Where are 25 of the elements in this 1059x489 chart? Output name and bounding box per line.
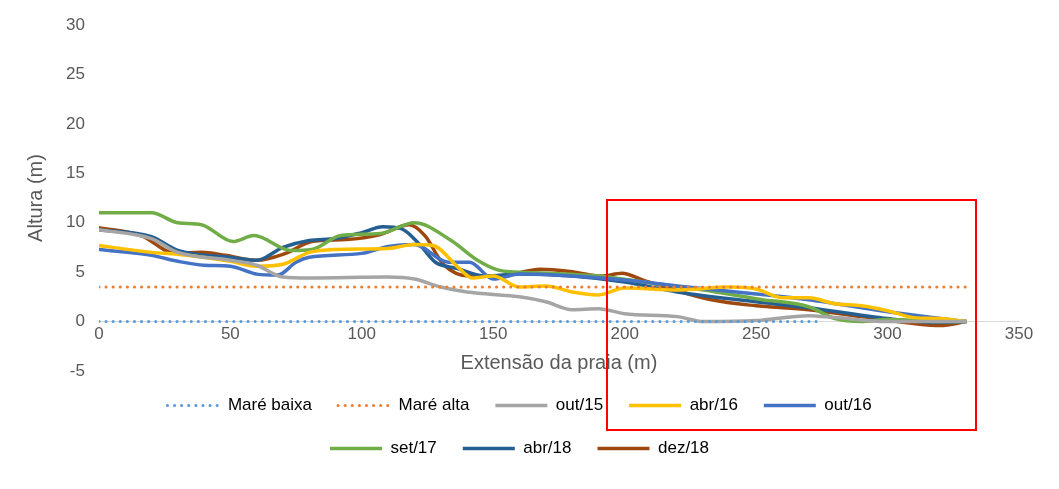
legend-label: out/15: [555, 395, 604, 415]
x-tick-label: 150: [479, 324, 508, 344]
legend-label: abr/18: [523, 438, 572, 458]
x-tick-label: 50: [220, 324, 240, 344]
legend-label: Maré alta: [398, 395, 470, 415]
x-tick-label: 300: [873, 324, 902, 344]
y-tick-label: 25: [65, 64, 85, 84]
x-tick-label: 350: [1004, 324, 1034, 344]
x-tick-label: 0: [94, 324, 104, 344]
legend-label: out/16: [824, 395, 872, 415]
x-tick-label: 100: [347, 324, 376, 344]
legend-label: dez/18: [657, 438, 710, 458]
y-tick-label: 5: [75, 261, 85, 281]
y-tick-label: 30: [65, 14, 85, 34]
x-tick-label: 250: [741, 324, 771, 344]
legend-label: Maré baixa: [227, 395, 313, 415]
y-tick-label: 20: [65, 113, 85, 133]
x-tick-label: 200: [610, 324, 639, 344]
y-axis-title: Altura (m): [23, 154, 46, 242]
legend-label: set/17: [390, 438, 437, 458]
y-tick-label: 10: [65, 212, 85, 232]
y-tick-label: 0: [75, 311, 85, 331]
legend-label: abr/16: [689, 395, 738, 415]
y-tick-label: -5: [69, 360, 85, 380]
y-tick-label: 15: [65, 162, 85, 182]
